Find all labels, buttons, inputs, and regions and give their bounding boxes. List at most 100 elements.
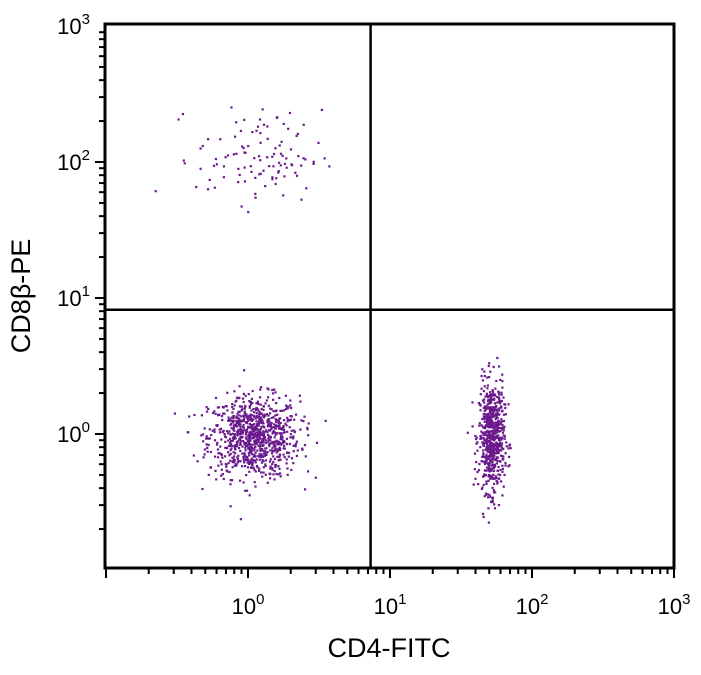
scatter-point (502, 455, 505, 458)
scatter-point (196, 460, 199, 463)
scatter-point (480, 487, 483, 491)
scatter-point (207, 443, 210, 447)
scatter-point (248, 422, 251, 425)
scatter-point (253, 447, 256, 451)
scatter-point (485, 459, 488, 462)
scatter-point (488, 376, 491, 379)
scatter-point (215, 478, 218, 481)
scatter-point (492, 365, 495, 369)
scatter-point (247, 460, 250, 464)
scatter-point (492, 412, 495, 415)
scatter-point (500, 442, 504, 445)
scatter-point (237, 167, 240, 170)
scatter-point (256, 466, 259, 469)
scatter-point (491, 499, 494, 502)
scatter-point (278, 467, 281, 470)
scatter-point (255, 436, 259, 439)
scatter-point (235, 425, 239, 428)
scatter-point (294, 445, 297, 448)
scatter-point (488, 426, 491, 429)
scatter-point (253, 411, 256, 414)
y-tick-label: 100 (57, 419, 90, 447)
scatter-point (486, 446, 489, 449)
scatter-point (283, 429, 286, 432)
scatter-point (283, 419, 286, 422)
scatter-point (284, 422, 287, 425)
scatter-point (249, 426, 252, 429)
scatter-point (480, 435, 483, 438)
scatter-point (230, 419, 233, 422)
scatter-point (293, 429, 296, 432)
scatter-point (486, 496, 490, 499)
scatter-point (208, 178, 211, 181)
scatter-point (273, 436, 276, 439)
scatter-point (492, 455, 495, 458)
scatter-point (290, 457, 293, 460)
scatter-point (212, 164, 216, 167)
scatter-point (231, 403, 234, 406)
scatter-point (490, 476, 493, 479)
scatter-point (247, 443, 250, 446)
scatter-point (489, 412, 492, 415)
scatter-point (481, 486, 484, 489)
scatter-point (485, 480, 488, 483)
scatter-point (486, 417, 489, 420)
scatter-point (486, 448, 489, 451)
scatter-point (475, 436, 478, 439)
scatter-point (248, 450, 251, 453)
scatter-point (300, 419, 303, 422)
scatter-point (272, 398, 275, 401)
scatter-point (278, 426, 281, 429)
scatter-point (271, 450, 274, 453)
scatter-point (272, 473, 275, 476)
scatter-point (488, 464, 491, 467)
scatter-point (247, 211, 250, 214)
scatter-point (235, 396, 239, 399)
scatter-point (256, 433, 259, 436)
scatter-point (263, 431, 266, 434)
scatter-point (264, 473, 267, 476)
scatter-point (496, 430, 499, 433)
scatter-point (320, 108, 323, 111)
scatter-point (263, 436, 266, 440)
scatter-point (193, 413, 196, 417)
scatter-point (504, 406, 507, 410)
scatter-point (494, 491, 497, 494)
y-tick-label: 102 (57, 147, 90, 175)
scatter-point (232, 428, 235, 431)
scatter-point (268, 420, 271, 423)
scatter-point (274, 414, 277, 417)
scatter-point (301, 448, 304, 451)
scatter-point (271, 467, 274, 470)
scatter-point (258, 415, 261, 418)
scatter-point (483, 401, 486, 404)
scatter-point (248, 470, 251, 473)
scatter-point (483, 416, 486, 420)
scatter-point (241, 397, 245, 400)
scatter-point (254, 417, 257, 420)
scatter-point (242, 419, 245, 422)
scatter-point (236, 422, 239, 425)
scatter-point (497, 444, 500, 448)
scatter-point (254, 459, 257, 462)
scatter-point (483, 469, 486, 472)
scatter-point (250, 433, 253, 436)
scatter-point (503, 437, 506, 440)
scatter-point (489, 435, 492, 438)
scatter-point (282, 424, 285, 428)
scatter-point (481, 399, 485, 402)
scatter-point (259, 172, 262, 175)
scatter-point (295, 174, 299, 177)
scatter-point (299, 428, 302, 431)
scatter-point (260, 421, 263, 424)
y-tick-label: 103 (57, 11, 90, 39)
scatter-point (207, 407, 210, 410)
scatter-point (205, 437, 208, 440)
scatter-point (183, 162, 186, 165)
scatter-point (501, 424, 504, 427)
scatter-point (238, 433, 241, 436)
scatter-point (482, 460, 486, 464)
scatter-point (266, 156, 269, 159)
scatter-point (495, 452, 498, 455)
scatter-point (501, 420, 504, 423)
